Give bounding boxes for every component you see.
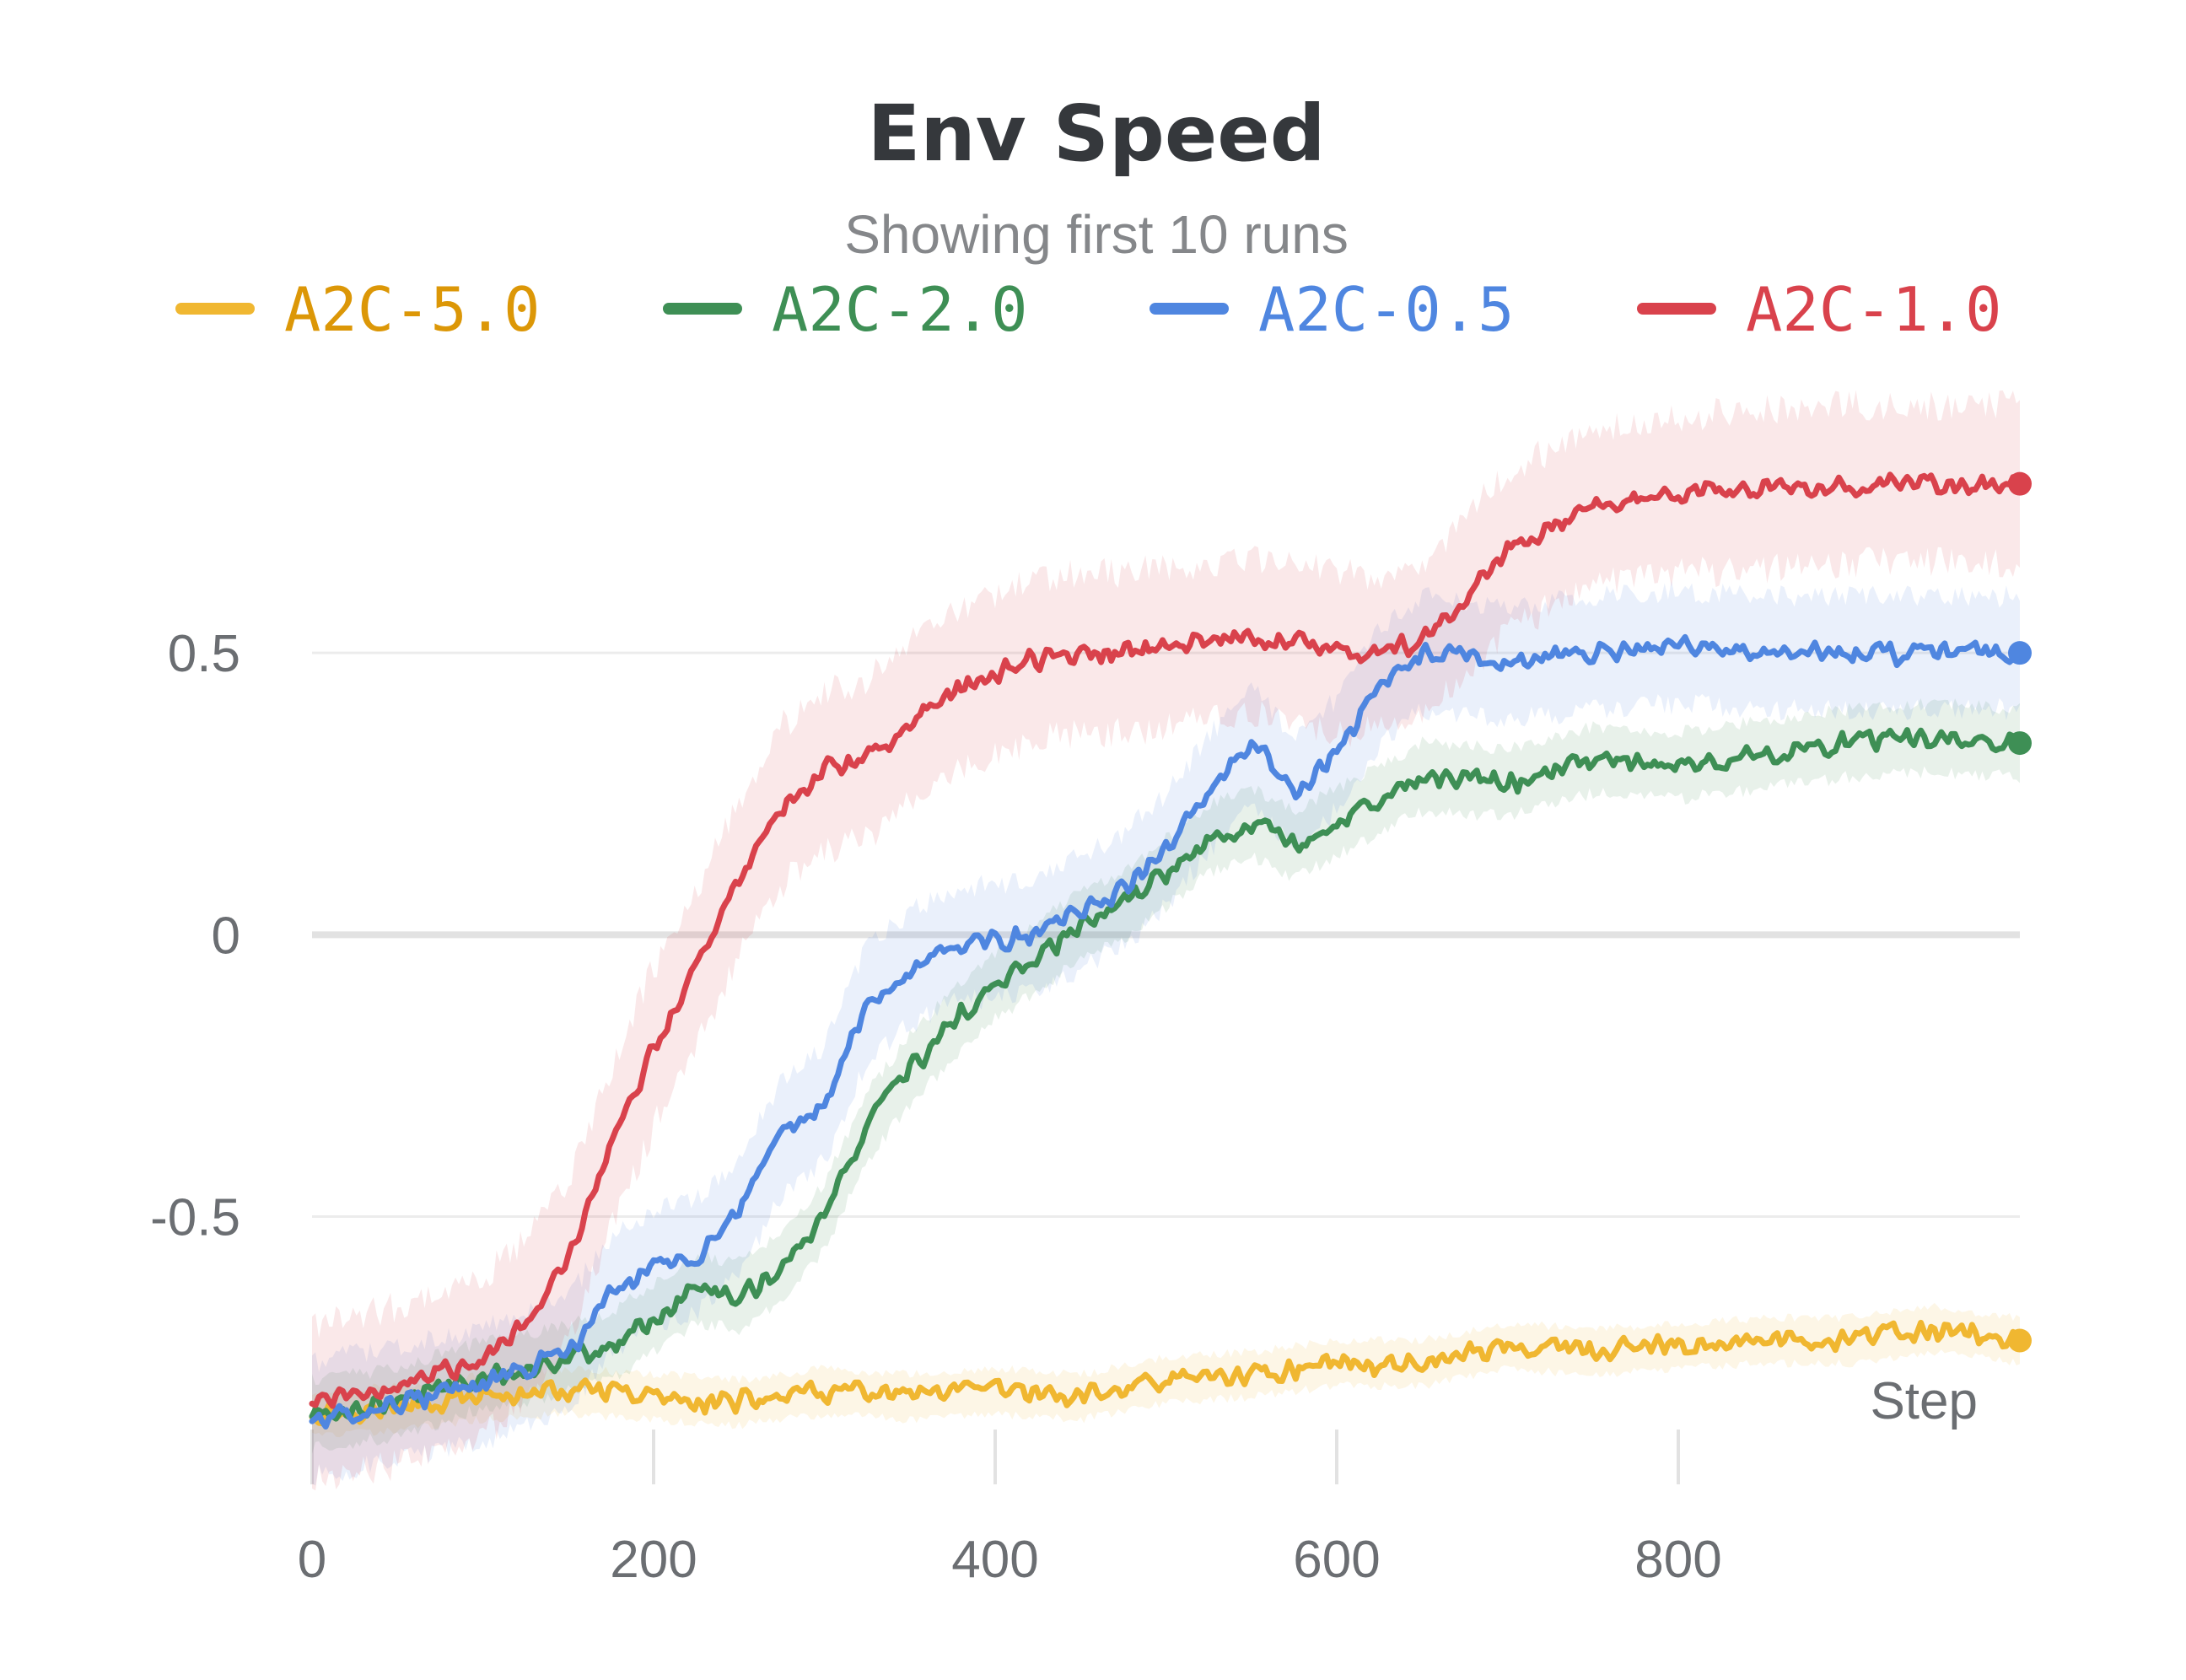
x-tick-label: 600 [1293, 1531, 1380, 1589]
series-line-a2c-0-5 [309, 633, 2023, 1430]
y-tick-label: 0 [212, 907, 240, 965]
grid-lines [310, 651, 2020, 1484]
band-a2c-2-0 [312, 698, 2020, 1454]
chart-subtitle: Showing first 10 runs [844, 204, 1349, 265]
x-tick-label: 200 [610, 1531, 697, 1589]
chart-title: Env Speed [867, 89, 1325, 179]
endpoint-a2c-5-0 [2008, 1328, 2032, 1353]
x-tick-label: 800 [1634, 1531, 1721, 1589]
legend-label-a2c-0-5: A2C-0.5 [1258, 274, 1514, 345]
x-tick-label: 400 [951, 1531, 1038, 1589]
y-axis-ticks: -0.5 0 0.5 [150, 625, 240, 1247]
endpoint-a2c-2-0 [2008, 731, 2032, 756]
y-tick-label: -0.5 [150, 1189, 240, 1247]
legend: A2C-5.0 A2C-2.0 A2C-0.5 A2C-1.0 [175, 274, 2001, 345]
x-axis-ticks: 0 200 400 600 800 [298, 1531, 1722, 1589]
legend-label-a2c-2-0: A2C-2.0 [772, 274, 1027, 345]
series-lines [309, 471, 2023, 1430]
legend-label-a2c-1-0: A2C-1.0 [1746, 274, 2001, 345]
series-line-a2c-5-0 [309, 1319, 2023, 1427]
series-line-a2c-1-0 [309, 471, 2023, 1409]
y-tick-label: 0.5 [168, 625, 240, 683]
x-axis-label: Step [1870, 1372, 1978, 1430]
endpoint-a2c-1-0 [2008, 471, 2032, 496]
x-tick-label: 0 [298, 1531, 326, 1589]
band-a2c-0-5 [312, 580, 2020, 1486]
series-line-a2c-2-0 [309, 727, 2023, 1422]
series-endpoints [2008, 471, 2032, 1353]
endpoint-a2c-0-5 [2008, 641, 2032, 665]
legend-label-a2c-5-0: A2C-5.0 [284, 274, 540, 345]
confidence-bands [312, 390, 2020, 1491]
